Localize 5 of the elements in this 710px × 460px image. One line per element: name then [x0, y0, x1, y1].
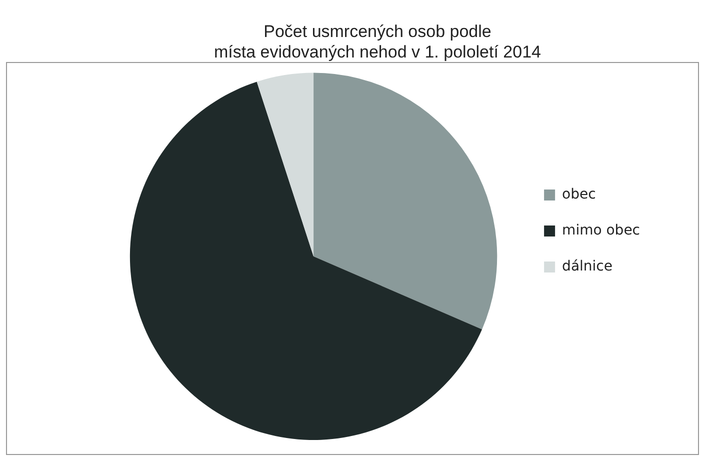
text: místa evidovaných nehod v 1. pololetí 2014: [214, 42, 541, 62]
text: Počet usmrcených osob podle: [264, 22, 492, 41]
legend-label: dálnice: [562, 258, 612, 275]
legend-label: mimo obec: [562, 222, 640, 239]
legend-label: obec: [562, 186, 596, 203]
